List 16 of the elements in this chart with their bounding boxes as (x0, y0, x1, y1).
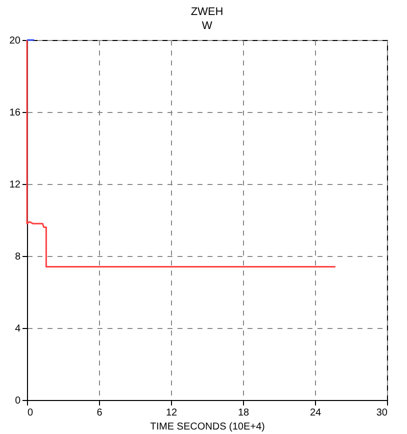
x-tick-label: 6 (96, 408, 103, 418)
x-tick-label: 12 (166, 408, 178, 418)
y-tick-label: 8 (14, 252, 21, 262)
y-tick-label: 12 (9, 180, 21, 190)
line-series (26, 39, 336, 268)
x-tick-label: 0 (28, 408, 34, 418)
x-tick-label: 30 (376, 408, 388, 418)
chart-title: ZWEH (190, 6, 224, 18)
y-tick-label: 20 (9, 36, 21, 46)
y-tick-label: 16 (9, 108, 21, 118)
x-tick-label: 24 (310, 408, 322, 418)
y-tick-label: 4 (14, 324, 21, 334)
x-axis-title: TIME SECONDS (10E+4) (150, 422, 265, 432)
y-tick-label: 0 (14, 396, 21, 406)
x-tick-label: 18 (238, 408, 250, 418)
y-axis-title: W (202, 20, 213, 32)
